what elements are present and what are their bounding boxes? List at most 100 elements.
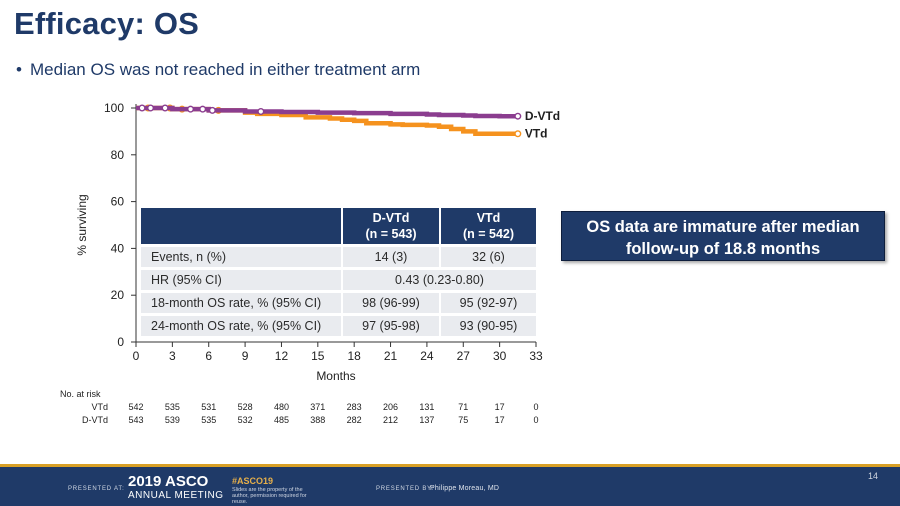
series-end-label: D-VTd [525, 109, 560, 123]
risk-value: 0 [533, 415, 538, 425]
header-dvtd-name: D-VTd [372, 211, 410, 225]
censor-mark [138, 104, 146, 112]
row-label: Events, n (%) [141, 244, 343, 269]
risk-value: 528 [238, 402, 253, 412]
bullet-point: • Median OS was not reached in either tre… [16, 60, 420, 80]
table-row: HR (95% CI) 0.43 (0.23-0.80) [141, 267, 536, 292]
x-tick-label: 18 [348, 349, 362, 363]
risk-value: 535 [201, 415, 216, 425]
risk-value: 283 [347, 402, 362, 412]
x-tick-label: 15 [311, 349, 325, 363]
cell-dvtd: 97 (95-98) [342, 313, 441, 336]
summary-table: D-VTd (n = 543) VTd (n = 542) Events, n … [141, 208, 536, 336]
risk-value: 542 [128, 402, 143, 412]
risk-value: 17 [495, 415, 505, 425]
risk-value: 531 [201, 402, 216, 412]
y-tick-label: 60 [111, 195, 125, 209]
cell-vtd: 93 (90-95) [440, 313, 536, 336]
table-row: 24-month OS rate, % (95% CI) 97 (95-98) … [141, 313, 536, 336]
row-label: 18-month OS rate, % (95% CI) [141, 290, 343, 315]
table-header-vtd: VTd (n = 542) [440, 208, 536, 246]
censor-mark [147, 104, 155, 112]
risk-arm-label: VTd [91, 402, 108, 412]
risk-value: 0 [533, 402, 538, 412]
y-tick-label: 100 [104, 101, 124, 115]
header-vtd-name: VTd [476, 211, 501, 225]
slide-number: 14 [868, 471, 879, 481]
x-tick-label: 30 [493, 349, 507, 363]
cell-dvtd: 98 (96-99) [342, 290, 441, 315]
km-survival-chart: VTd D-VTd 0 20 40 60 80 100 0 3 6 9 12 15 18 21 24 27 30 3… [60, 101, 560, 425]
risk-value: 543 [128, 415, 143, 425]
table-header-dvtd: D-VTd (n = 543) [342, 208, 441, 246]
risk-arm-label: D-VTd [82, 415, 108, 425]
censor-mark [514, 112, 522, 120]
table-row: 18-month OS rate, % (95% CI) 98 (96-99) … [141, 290, 536, 315]
presented-at-label: PRESENTED AT: [68, 486, 125, 492]
risk-value: 17 [495, 402, 505, 412]
row-label: 24-month OS rate, % (95% CI) [141, 313, 343, 336]
y-tick-label: 80 [111, 148, 125, 162]
x-tick-label: 6 [205, 349, 212, 363]
x-tick-label: 27 [457, 349, 471, 363]
censor-mark [514, 130, 522, 138]
risk-value: 131 [419, 402, 434, 412]
x-tick-label: 3 [169, 349, 176, 363]
chart-ticks: 0 20 40 60 80 100 0 3 6 9 12 15 18 21 24 27 30 33 Months % … [75, 101, 543, 383]
x-axis-label: Months [316, 369, 355, 383]
cell-hr: 0.43 (0.23-0.80) [342, 267, 536, 292]
risk-value: 212 [383, 415, 398, 425]
chart-series: VTd D-VTd [136, 104, 560, 141]
cell-vtd: 95 (92-97) [440, 290, 536, 315]
x-tick-label: 12 [275, 349, 289, 363]
risk-value: 282 [347, 415, 362, 425]
risk-header: No. at risk [60, 389, 101, 399]
risk-value: 532 [238, 415, 253, 425]
chart-axes [135, 104, 536, 343]
x-tick-label: 0 [133, 349, 140, 363]
bullet-text: Median OS was not reached in either trea… [30, 60, 421, 79]
censor-mark [208, 106, 216, 114]
header-vtd-n: (n = 542) [462, 227, 515, 241]
censor-mark [257, 108, 265, 116]
asco-logo-year: 2019 ASCO [128, 473, 209, 490]
page-title: Efficacy: OS [14, 6, 200, 41]
x-tick-label: 33 [529, 349, 543, 363]
table-row: Events, n (%) 14 (3) 32 (6) [141, 244, 536, 269]
y-tick-label: 40 [111, 241, 125, 255]
y-axis-label: % surviving [75, 194, 89, 255]
table-header-blank [141, 208, 343, 246]
y-tick-label: 0 [117, 335, 124, 349]
row-label: HR (95% CI) [141, 267, 343, 292]
risk-value: 480 [274, 402, 289, 412]
censor-mark [161, 104, 169, 112]
x-tick-label: 9 [242, 349, 249, 363]
risk-value: 535 [165, 402, 180, 412]
risk-value: 371 [310, 402, 325, 412]
x-tick-label: 24 [420, 349, 434, 363]
risk-value: 388 [310, 415, 325, 425]
header-dvtd-n: (n = 543) [365, 227, 417, 241]
censor-mark [199, 105, 207, 113]
cell-vtd: 32 (6) [440, 244, 536, 269]
risk-value: 71 [458, 402, 468, 412]
footer-bar: PRESENTED AT: 2019 ASCO ANNUAL MEETING #… [0, 464, 900, 506]
series-end-label: VTd [525, 127, 548, 141]
y-tick-label: 20 [111, 288, 125, 302]
hashtag: #ASCO19 [232, 476, 274, 486]
immature-data-callout: OS data are immature after median follow… [561, 211, 885, 261]
permission-note: Slides are the property of the author, p… [232, 487, 307, 505]
bullet-dot: • [16, 60, 22, 79]
risk-table: No. at risk VTd 542 535 531 528 480 371 283 206 13… [60, 389, 539, 425]
risk-value: 206 [383, 402, 398, 412]
cell-dvtd: 14 (3) [342, 244, 441, 269]
risk-value: 137 [419, 415, 434, 425]
x-tick-label: 21 [384, 349, 398, 363]
presented-by-label: PRESENTED BY: [376, 486, 435, 492]
asco-logo-meeting: ANNUAL MEETING [128, 490, 224, 501]
presenter-name: Philippe Moreau, MD [430, 485, 500, 492]
risk-value: 485 [274, 415, 289, 425]
censor-mark [187, 105, 195, 113]
risk-value: 539 [165, 415, 180, 425]
risk-value: 75 [458, 415, 468, 425]
